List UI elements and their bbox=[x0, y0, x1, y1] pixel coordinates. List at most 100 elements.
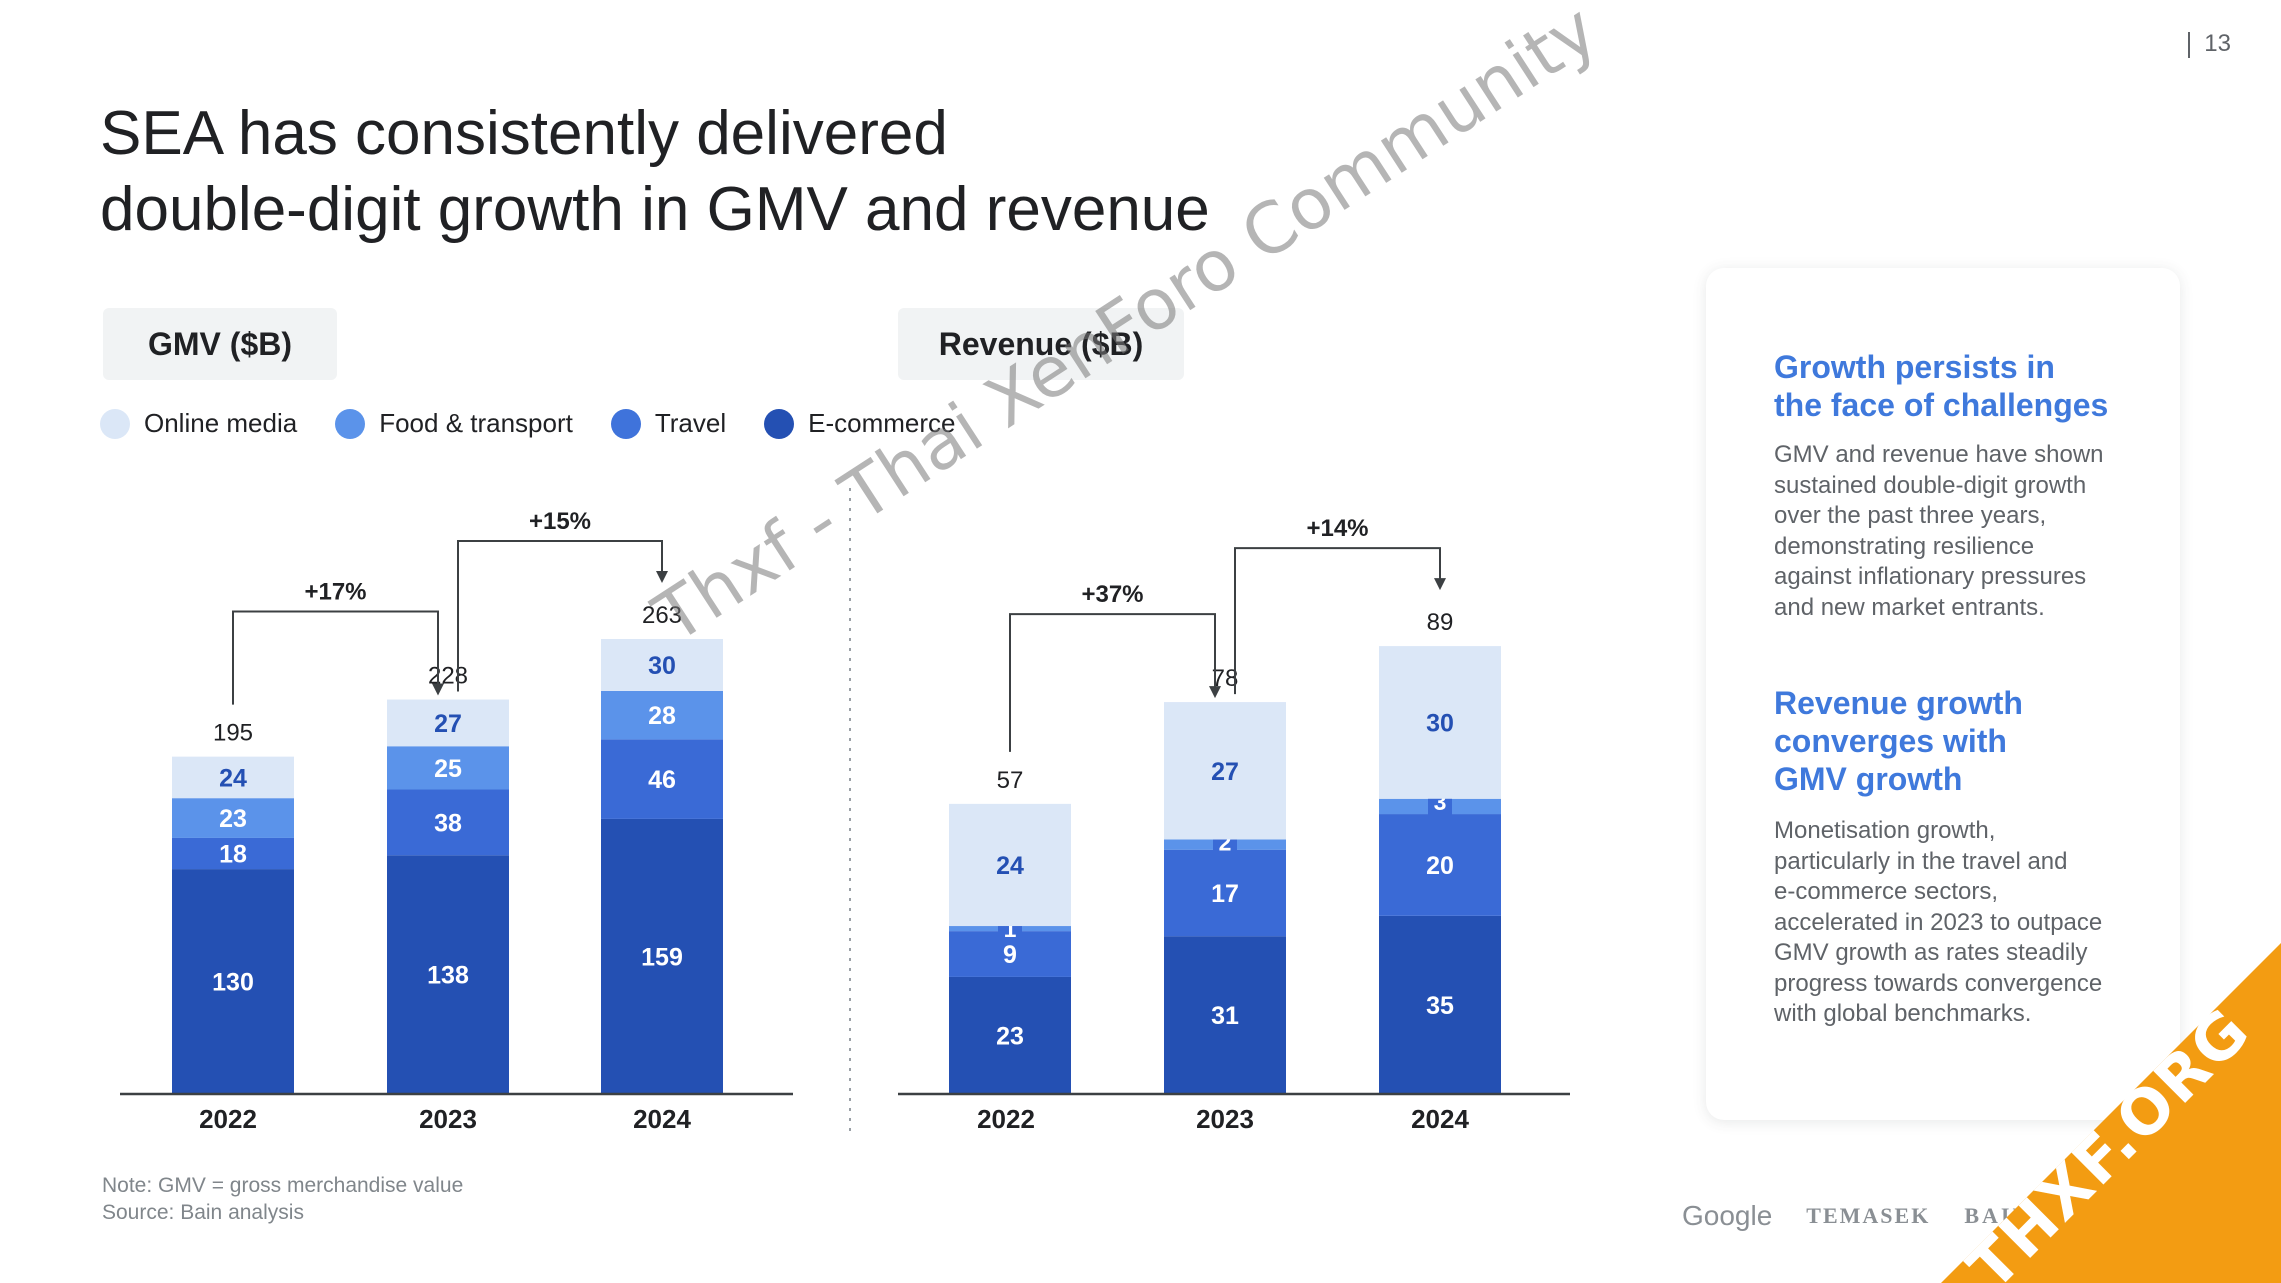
bar-segment-food-transport-2023 bbox=[387, 746, 509, 790]
bar-total-label: 89 bbox=[1427, 609, 1454, 636]
bar-segment-food-transport-2022 bbox=[172, 798, 294, 838]
text-line: accelerated in 2023 to outpace bbox=[1774, 908, 2103, 936]
bar-value-label: 30 bbox=[1426, 709, 1454, 737]
ribbon-background bbox=[1941, 943, 2281, 1283]
bar-segment-e-commerce-2024 bbox=[601, 818, 723, 1094]
text-line: against inflationary pressures bbox=[1774, 563, 2087, 590]
growth-arrowhead bbox=[1209, 686, 1221, 699]
bar-segment-e-commerce-2022 bbox=[949, 976, 1071, 1094]
growth-label: +17% bbox=[304, 579, 366, 606]
bar-segment-online-media-2023 bbox=[1164, 702, 1286, 840]
growth-label: +37% bbox=[1081, 581, 1143, 608]
insights-card: Growth persists in the face of challenge… bbox=[1706, 268, 2180, 1120]
text-line: Monetisation growth, bbox=[1774, 817, 1996, 844]
x-tick-label: 2023 bbox=[419, 1104, 477, 1134]
bar-segment-e-commerce-2023 bbox=[387, 855, 509, 1094]
text-line: over the past three years, bbox=[1774, 502, 2047, 529]
x-tick-label: 2022 bbox=[977, 1104, 1035, 1134]
legend-item-online-media: Online media bbox=[100, 408, 297, 439]
page-title: SEA has consistently delivered double-di… bbox=[100, 96, 1500, 248]
legend-item-travel: Travel bbox=[610, 408, 727, 439]
x-tick-label: 2023 bbox=[1196, 1104, 1254, 1134]
bar-value-label: 28 bbox=[648, 702, 676, 730]
growth-arrowhead bbox=[656, 571, 668, 583]
growth-connector bbox=[457, 540, 663, 692]
footnotes: Note: GMV = gross merchandise value Sour… bbox=[102, 1172, 463, 1226]
bar-value-label: 25 bbox=[434, 755, 462, 783]
text-line: GMV and revenue have shown bbox=[1774, 441, 2104, 468]
page-number: 13 bbox=[2188, 30, 2231, 58]
bar-segment-online-media-2022 bbox=[172, 756, 294, 799]
note-text: Note: GMV = gross merchandise value bbox=[102, 1174, 464, 1197]
bar-value-label: 130 bbox=[212, 969, 254, 997]
bar-value-label: 27 bbox=[434, 710, 462, 738]
insight-text-1: GMV and revenue have shown sustained dou… bbox=[1774, 440, 2174, 623]
bar-value-label: 24 bbox=[996, 852, 1024, 880]
heading-line: Growth persists in bbox=[1774, 349, 2055, 385]
text-line: particularly in the travel and bbox=[1774, 847, 2068, 875]
legend-swatch bbox=[335, 408, 366, 439]
bar-value-label: 27 bbox=[1211, 758, 1239, 786]
bar-total-label: 57 bbox=[997, 767, 1024, 794]
bar-total-label: 263 bbox=[642, 602, 682, 629]
growth-label: +14% bbox=[1306, 515, 1368, 542]
x-tick-label: 2022 bbox=[199, 1104, 257, 1134]
gmv-chart-label: GMV ($B) bbox=[103, 308, 337, 380]
legend-label: E-commerce bbox=[808, 408, 956, 438]
text-line: sustained double-digit growth bbox=[1774, 471, 2087, 499]
bar-value-label: 23 bbox=[996, 1022, 1024, 1050]
bar-value-label: 159 bbox=[641, 943, 683, 971]
gmv-chart: 1301823241952022138382527228202315946283… bbox=[120, 508, 793, 1134]
text-line: e-commerce sectors, bbox=[1774, 878, 1999, 905]
bar-segment-online-media-2022 bbox=[949, 803, 1071, 927]
title-line-2: double-digit growth in GMV and revenue bbox=[100, 175, 1210, 244]
legend-swatch bbox=[100, 408, 130, 439]
bar-segment-e-commerce-2024 bbox=[1379, 915, 1501, 1094]
stacked-bar-charts: 1301823241952022138382527228202315946283… bbox=[120, 488, 1570, 1135]
source-text: Source: Bain analysis bbox=[102, 1201, 304, 1224]
text-line: and new market entrants. bbox=[1774, 593, 2045, 621]
bar-value-label: 9 bbox=[1003, 941, 1017, 969]
heading-line: the face of challenges bbox=[1774, 387, 2109, 423]
legend-label: Travel bbox=[654, 408, 727, 438]
bar-value-label: 30 bbox=[648, 652, 676, 680]
growth-connector bbox=[232, 610, 439, 705]
bar-value-label: 46 bbox=[648, 766, 676, 794]
bar-segment-travel-2022 bbox=[172, 837, 294, 870]
legend-item-e-commerce: E-commerce bbox=[764, 408, 956, 439]
insight-heading-2: Revenue growth converges with GMV growth bbox=[1774, 684, 2154, 798]
growth-arrowhead bbox=[1434, 578, 1446, 591]
bar-value-label: 38 bbox=[434, 809, 462, 837]
bar-segment-online-media-2024 bbox=[1379, 646, 1501, 799]
google-logo: Google bbox=[1682, 1200, 1773, 1231]
bar-value-label: 138 bbox=[427, 962, 469, 990]
legend-label: Online media bbox=[144, 408, 298, 438]
bar-segment-e-commerce-2022 bbox=[172, 869, 294, 1094]
legend-swatch bbox=[764, 408, 795, 439]
legend: Online media Food & transport Travel E-c… bbox=[100, 408, 956, 439]
growth-label: +15% bbox=[529, 508, 591, 535]
temasek-logo: TEMASEK bbox=[1806, 1203, 1931, 1228]
bar-value-label: 24 bbox=[219, 764, 247, 792]
legend-swatch bbox=[610, 408, 641, 439]
bar-value-label: 17 bbox=[1211, 880, 1239, 908]
bar-total-label: 195 bbox=[213, 720, 253, 747]
bar-segment-online-media-2023 bbox=[387, 699, 509, 747]
heading-line: Revenue growth bbox=[1774, 685, 2023, 721]
title-line-1: SEA has consistently delivered bbox=[100, 99, 948, 168]
bar-segment-e-commerce-2023 bbox=[1164, 936, 1286, 1094]
revenue-chart: 23912457202231172277820233520330892024+3… bbox=[898, 515, 1570, 1134]
bar-value-label: 35 bbox=[1426, 992, 1454, 1020]
insight-text-2: Monetisation growth, particularly in the… bbox=[1774, 816, 2174, 1030]
x-tick-label: 2024 bbox=[1411, 1104, 1469, 1134]
heading-line: GMV growth bbox=[1774, 761, 1963, 797]
bar-segment-travel-2023 bbox=[387, 789, 509, 856]
bar-segment-travel-2024 bbox=[1379, 814, 1501, 916]
heading-line: converges with bbox=[1774, 723, 2007, 759]
revenue-chart-label: Revenue ($B) bbox=[898, 308, 1184, 380]
corner-ribbon: THXF.ORG bbox=[1941, 943, 2281, 1283]
bar-value-label: 23 bbox=[219, 805, 247, 833]
bar-segment-food-transport-2024 bbox=[601, 690, 723, 740]
bar-value-label: 18 bbox=[219, 841, 247, 869]
bar-segment-travel-2024 bbox=[601, 739, 723, 819]
